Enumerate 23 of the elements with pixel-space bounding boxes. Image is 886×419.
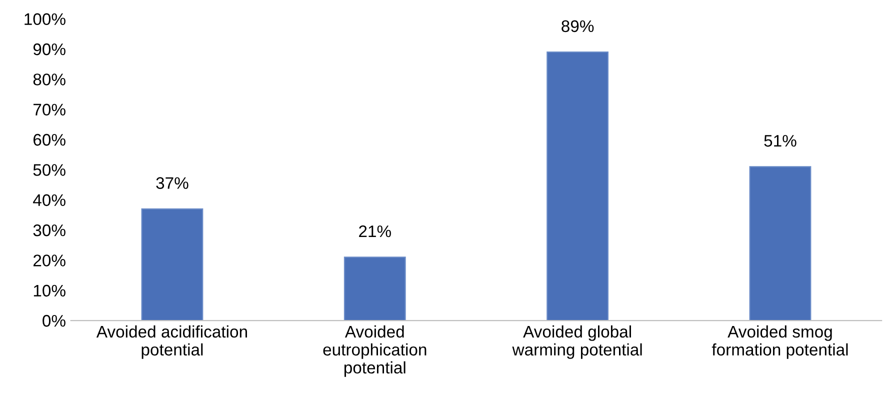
bar [141,208,204,321]
y-tick-label: 80% [33,74,66,86]
y-tick-label: 40% [33,194,66,206]
y-tick-label: 90% [33,43,66,56]
x-tick-label: Avoided smog formation potential [712,325,848,359]
data-label: 51% [764,134,796,147]
data-label: 89% [562,20,594,32]
bar [546,51,609,321]
y-tick-label: 0% [42,314,66,327]
data-label: 21% [359,225,391,238]
x-tick-label: Avoided acidification potential [96,325,247,359]
y-tick-label: 100% [24,13,66,26]
bar [344,256,406,321]
x-tick-label: Avoided global warming potential [512,325,642,359]
y-tick-label: 30% [33,224,66,236]
x-tick-label: Avoided eutrophication potential [323,325,426,377]
y-tick-label: 50% [33,164,66,176]
y-tick-label: 20% [34,254,66,266]
y-tick-label: 60% [34,134,66,146]
y-tick-label: 10% [34,284,66,297]
bar [749,166,812,321]
y-tick-label: 70% [34,104,66,116]
data-label: 37% [156,177,188,189]
